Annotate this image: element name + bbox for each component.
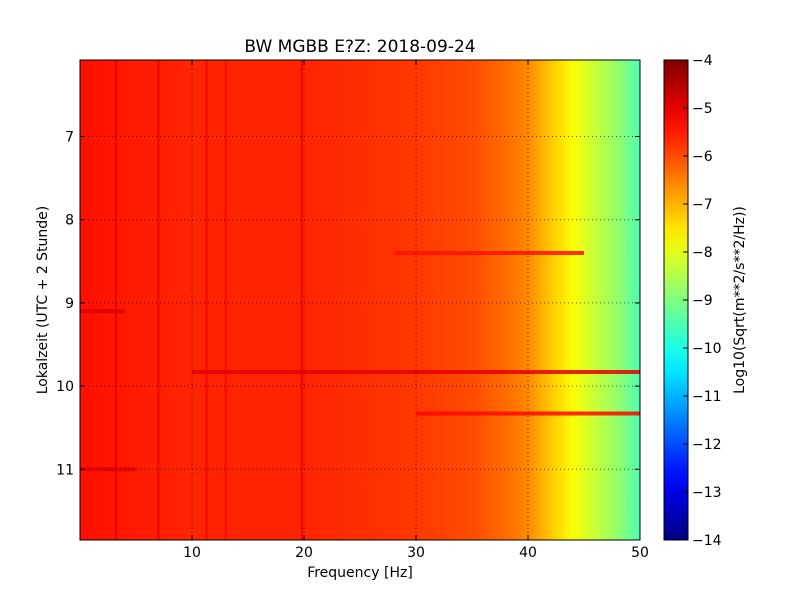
colorbar-tick-label: −7 <box>692 197 713 213</box>
x-axis-ticks: 10 20 30 40 50 <box>183 60 649 561</box>
colorbar-tick-label: −8 <box>692 245 713 261</box>
colorbar: −4 −5 −6 −7 −8 −9 −10 −11 −12 −13 −14 Log10(Sqrt(m… <box>663 53 748 549</box>
x-axis-label: Frequency [Hz] <box>307 565 413 581</box>
colorbar-tick-label: −14 <box>692 533 722 549</box>
y-tick-label: 9 <box>65 296 74 312</box>
colorbar-tick-label: −13 <box>692 485 722 501</box>
grid-lines <box>80 60 640 540</box>
x-tick-label: 30 <box>407 545 425 561</box>
colorbar-tick-label: −6 <box>692 149 713 165</box>
heatmap-features <box>80 60 640 540</box>
colorbar-label: Log10(Sqrt(m**2/s**2/Hz)) <box>732 206 748 394</box>
plot-frame <box>79 59 641 541</box>
colorbar-tick-label: −10 <box>692 341 722 357</box>
colorbar-tick-label: −4 <box>692 53 713 69</box>
colorbar-ticks: −4 −5 −6 −7 −8 −9 −10 −11 −12 −13 −14 <box>683 53 722 549</box>
x-tick-label: 20 <box>295 545 313 561</box>
y-axis-ticks: 7 8 9 10 11 <box>56 130 640 478</box>
y-axis-label: Lokalzeit (UTC + 2 Stunde) <box>35 206 51 395</box>
y-tick-label: 10 <box>56 379 74 395</box>
x-tick-label: 50 <box>631 545 649 561</box>
heatmap-background <box>80 60 640 540</box>
colorbar-tick-label: −5 <box>692 101 713 117</box>
chart-title: BW MGBB E?Z: 2018-09-24 <box>244 37 475 57</box>
x-tick-label: 40 <box>519 545 537 561</box>
y-tick-label: 11 <box>56 462 74 478</box>
y-tick-label: 7 <box>65 130 74 146</box>
plot-area: 10 20 30 40 50 7 8 9 10 11 <box>56 59 649 561</box>
x-tick-label: 10 <box>183 545 201 561</box>
y-tick-label: 8 <box>65 213 74 229</box>
colorbar-tick-label: −11 <box>692 389 722 405</box>
colorbar-tick-label: −12 <box>692 437 722 453</box>
colorbar-tick-label: −9 <box>692 293 713 309</box>
